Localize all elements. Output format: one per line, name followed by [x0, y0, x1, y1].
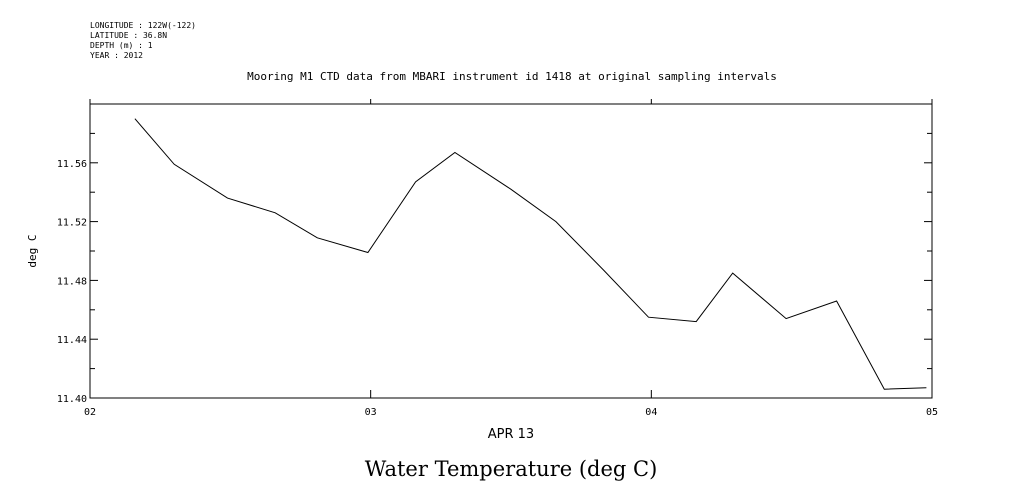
x-axis-label: APR 13	[488, 427, 534, 442]
y-tick-label: 11.44	[57, 335, 87, 346]
tick-labels: 11.40 11.44 11.48 11.52 11.56 02 03 04 05	[57, 159, 938, 418]
series-group	[134, 118, 927, 390]
y-axis-label: deg C	[26, 234, 39, 267]
axis-ticks	[89, 99, 933, 399]
year-label: YEAR : 2012	[90, 51, 143, 60]
x-tick-label: 04	[645, 407, 657, 418]
y-tick-label: 11.40	[57, 394, 87, 405]
x-tick-label: 03	[365, 407, 377, 418]
plot-frame	[89, 103, 933, 399]
y-tick-label: 11.48	[57, 276, 87, 287]
series-line	[134, 118, 927, 390]
depth-label: DEPTH (m) : 1	[90, 41, 153, 50]
chart-caption: Water Temperature (deg C)	[365, 457, 658, 481]
y-tick-label: 11.52	[57, 218, 87, 229]
longitude-label: LONGITUDE : 122W(-122)	[90, 21, 196, 30]
x-tick-label: 05	[926, 407, 938, 418]
chart-title: Mooring M1 CTD data from MBARI instrumen…	[247, 70, 777, 83]
y-tick-label: 11.56	[57, 159, 87, 170]
metadata-block: LONGITUDE : 122W(-122) LATITUDE : 36.8N …	[90, 21, 196, 61]
x-tick-label: 02	[84, 407, 96, 418]
latitude-label: LATITUDE : 36.8N	[90, 31, 168, 40]
